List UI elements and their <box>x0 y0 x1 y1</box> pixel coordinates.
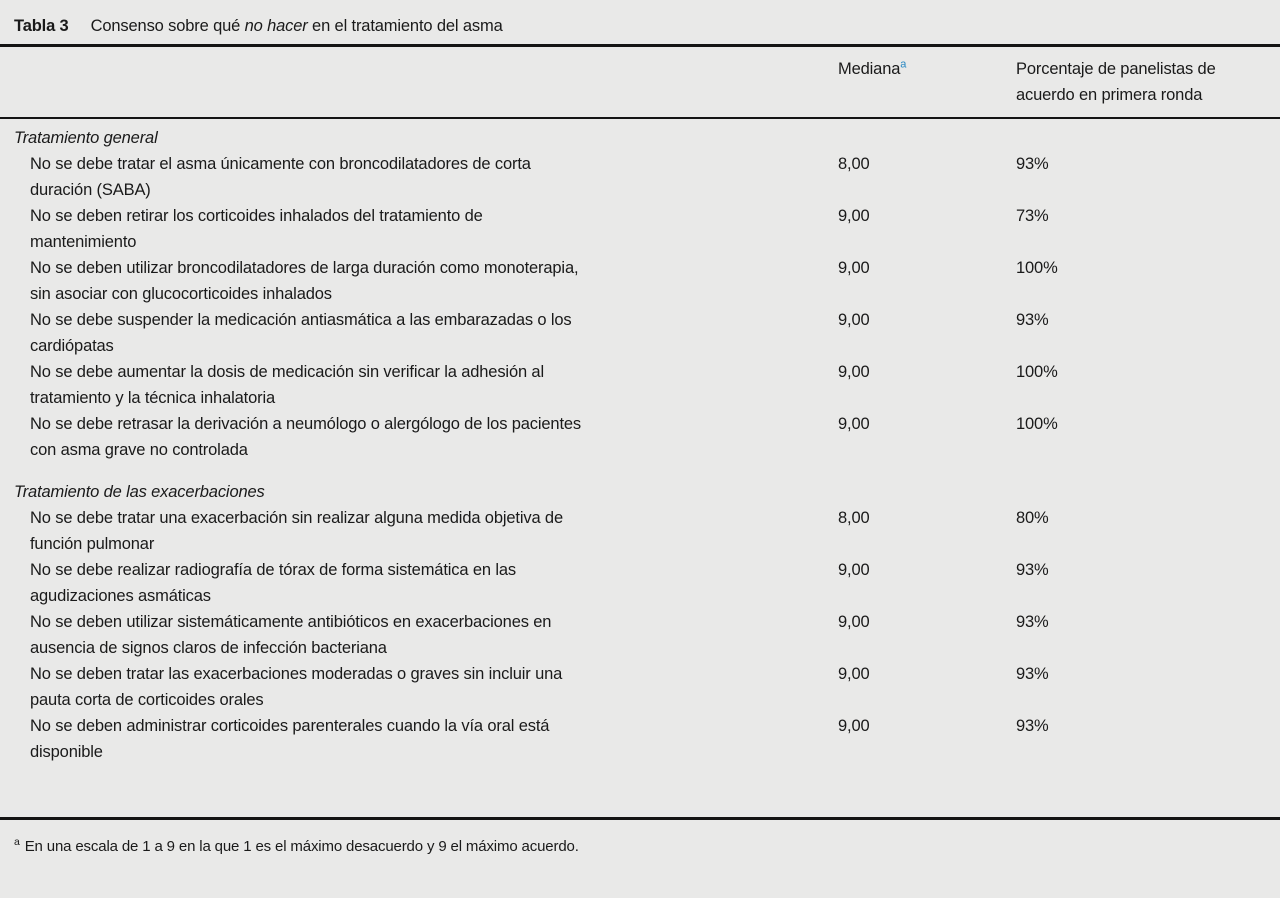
section-header-tratamiento-exacerbaciones: Tratamiento de las exacerbaciones <box>14 483 265 501</box>
footnote-a-link[interactable]: a <box>900 58 907 71</box>
percentage-value: 93% <box>1016 665 1049 683</box>
mediana-value: 9,00 <box>838 207 870 225</box>
recommendation-text: No se deben retirar los corticoides inha… <box>30 207 483 251</box>
table-title: Consenso sobre qué no hacer en el tratam… <box>91 17 503 35</box>
mediana-value: 9,00 <box>838 613 870 631</box>
table-row: No se deben utilizar sistemáticamente an… <box>0 609 1280 661</box>
table-row: No se deben retirar los corticoides inha… <box>0 203 1280 255</box>
mediana-value: 9,00 <box>838 717 870 735</box>
percentage-value: 80% <box>1016 509 1049 527</box>
percentage-value: 93% <box>1016 717 1049 735</box>
table-row: No se debe tratar el asma únicamente con… <box>0 151 1280 203</box>
mediana-value: 9,00 <box>838 311 870 329</box>
recommendation-text: No se debe retrasar la derivación a neum… <box>30 415 582 459</box>
percentage-value: 93% <box>1016 311 1049 329</box>
percentage-value: 100% <box>1016 259 1058 277</box>
recommendation-text: No se debe suspender la medicación antia… <box>30 311 572 355</box>
table-row: No se debe tratar una exacerbación sin r… <box>0 505 1280 557</box>
column-header-porcentaje: Porcentaje de panelistas de acuerdo en p… <box>1016 60 1216 104</box>
percentage-value: 100% <box>1016 415 1058 433</box>
mediana-value: 9,00 <box>838 259 870 277</box>
table-body: Tratamiento general No se debe tratar el… <box>0 119 1280 817</box>
recommendation-text: No se deben utilizar sistemáticamente an… <box>30 613 552 657</box>
percentage-value: 93% <box>1016 561 1049 579</box>
table-row: No se deben administrar corticoides pare… <box>0 713 1280 765</box>
table-row: No se deben tratar las exacerbaciones mo… <box>0 661 1280 713</box>
recommendation-text: No se deben tratar las exacerbaciones mo… <box>30 665 563 709</box>
mediana-value: 9,00 <box>838 415 870 433</box>
mediana-value: 9,00 <box>838 363 870 381</box>
table-caption: Tabla 3 Consenso sobre qué no hacer en el… <box>0 0 1280 44</box>
percentage-value: 73% <box>1016 207 1049 225</box>
table-label: Tabla 3 <box>14 17 69 35</box>
footnote-text: En una escala de 1 a 9 en la que 1 es el… <box>24 838 579 855</box>
section-header-tratamiento-general: Tratamiento general <box>14 129 158 147</box>
mediana-value: 9,00 <box>838 665 870 683</box>
table-header-row: Medianaa Porcentaje de panelistas de acu… <box>0 47 1280 117</box>
table-row: No se debe aumentar la dosis de medicaci… <box>0 359 1280 411</box>
column-header-empty <box>14 56 838 108</box>
table-row: No se deben utilizar broncodilatadores d… <box>0 255 1280 307</box>
header-rule <box>0 117 1280 119</box>
footnote-marker: a <box>14 836 20 848</box>
mediana-value: 8,00 <box>838 155 870 173</box>
recommendation-text: No se debe tratar una exacerbación sin r… <box>30 509 563 553</box>
top-rule <box>0 44 1280 47</box>
recommendation-text: No se debe aumentar la dosis de medicaci… <box>30 363 544 407</box>
table-title-italic: no hacer <box>244 17 308 35</box>
table-row: No se debe suspender la medicación antia… <box>0 307 1280 359</box>
recommendation-text: No se debe realizar radiografía de tórax… <box>30 561 516 605</box>
percentage-value: 93% <box>1016 613 1049 631</box>
recommendation-text: No se debe tratar el asma únicamente con… <box>30 155 531 199</box>
table-title-prefix: Consenso sobre qué <box>90 17 245 35</box>
recommendation-text: No se deben utilizar broncodilatadores d… <box>30 259 579 303</box>
percentage-value: 93% <box>1016 155 1049 173</box>
mediana-value: 9,00 <box>838 561 870 579</box>
recommendation-text: No se deben administrar corticoides pare… <box>30 717 550 761</box>
table-row: No se debe retrasar la derivación a neum… <box>0 411 1280 463</box>
footnote: a En una escala de 1 a 9 en la que 1 es e… <box>0 820 1280 860</box>
mediana-value: 8,00 <box>838 509 870 527</box>
table-row: No se debe realizar radiografía de tórax… <box>0 557 1280 609</box>
mediana-header-label: Mediana <box>838 60 901 78</box>
column-header-mediana: Medianaa <box>838 56 1016 82</box>
table-title-suffix: en el tratamiento del asma <box>307 17 503 35</box>
percentage-value: 100% <box>1016 363 1058 381</box>
bottom-rule <box>0 817 1280 820</box>
